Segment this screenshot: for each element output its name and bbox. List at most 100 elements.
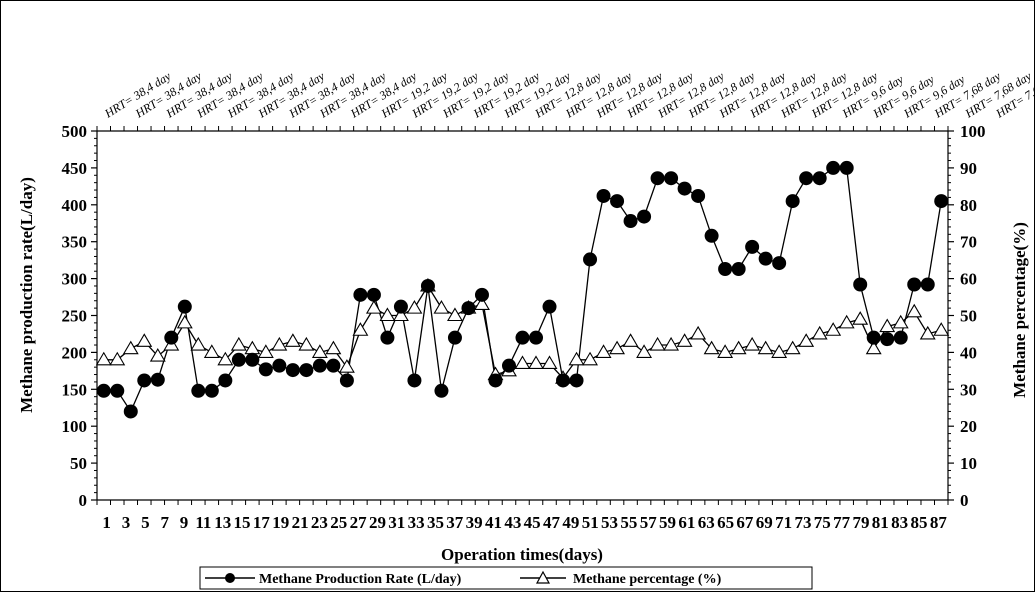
- percentage-point: [379, 307, 396, 322]
- x-tick-label: 47: [543, 513, 561, 532]
- x-tick-label: 55: [620, 513, 637, 532]
- production-point: [231, 352, 246, 367]
- x-tick-label: 65: [717, 513, 734, 532]
- x-tick-label: 43: [504, 513, 521, 532]
- percentage-point: [649, 336, 666, 351]
- production-point: [556, 373, 571, 388]
- percentage-point: [744, 336, 761, 351]
- x-tick-label: 17: [253, 513, 271, 532]
- production-point: [569, 373, 584, 388]
- percentage-point: [825, 322, 842, 336]
- production-point: [650, 171, 665, 186]
- percentage-point: [433, 300, 450, 314]
- percentage-point: [852, 311, 869, 325]
- production-point: [164, 330, 179, 345]
- y2-tick-label: 30: [960, 380, 977, 399]
- production-point: [718, 262, 733, 277]
- x-tick-label: 77: [833, 513, 851, 532]
- x-tick-label: 7: [160, 513, 169, 532]
- percentage-point: [528, 355, 544, 370]
- x-tick-label: 83: [891, 513, 908, 532]
- percentage-point: [392, 307, 409, 322]
- x-tick-label: 1: [102, 513, 111, 532]
- production-point: [812, 171, 827, 186]
- x-tick-label: 5: [141, 513, 150, 532]
- production-point: [204, 383, 219, 398]
- y-tick-label: 100: [62, 417, 88, 436]
- percentage-point: [717, 344, 734, 358]
- x-tick-label: 45: [524, 513, 541, 532]
- percentage-point: [879, 318, 896, 333]
- percentage-point: [176, 314, 193, 329]
- x-tick-label: 63: [698, 513, 715, 532]
- production-point: [596, 188, 611, 203]
- percentage-point: [338, 359, 355, 373]
- production-point: [664, 171, 679, 186]
- percentage-point: [541, 355, 558, 370]
- percentage-point: [771, 344, 788, 358]
- x-tick-label: 13: [214, 513, 231, 532]
- production-point: [272, 358, 287, 373]
- percentage-point: [865, 340, 882, 355]
- percentage-point: [636, 344, 653, 358]
- y2-tick-label: 80: [960, 196, 977, 215]
- x-tick-label: 69: [756, 513, 773, 532]
- production-point: [393, 299, 408, 314]
- percentage-point: [325, 340, 342, 355]
- production-point: [96, 383, 111, 398]
- legend-box: [199, 566, 813, 590]
- production-point: [893, 330, 908, 345]
- production-point: [123, 404, 138, 419]
- production-point: [312, 358, 327, 373]
- percentage-point: [609, 340, 626, 355]
- x-tick-label: 27: [350, 513, 368, 532]
- y-tick-label: 250: [62, 307, 88, 326]
- percentage-point: [757, 340, 774, 355]
- y-tick-label: 150: [62, 380, 88, 399]
- x-tick-label: 31: [388, 513, 405, 532]
- production-point: [542, 299, 557, 314]
- x-tick-label: 3: [122, 513, 131, 532]
- y-tick-label: 0: [79, 491, 88, 510]
- x-tick-label: 11: [195, 513, 211, 532]
- percentage-point: [311, 344, 328, 358]
- percentage-point: [284, 333, 301, 347]
- production-point: [839, 160, 854, 175]
- x-tick-label: 35: [427, 513, 444, 532]
- production-point: [610, 194, 625, 209]
- x-tick-label: 59: [659, 513, 676, 532]
- percentage-point: [447, 307, 463, 322]
- production-point: [772, 256, 787, 271]
- production-point: [488, 373, 503, 388]
- y2-tick-label: 60: [960, 270, 977, 289]
- y-tick-label: 50: [70, 454, 87, 473]
- x-tick-label: 71: [775, 513, 792, 532]
- production-point: [420, 278, 435, 293]
- y2-tick-label: 90: [960, 159, 977, 178]
- percentage-point: [122, 340, 139, 355]
- y-tick-label: 200: [62, 343, 88, 362]
- production-point: [447, 330, 462, 345]
- x-tick-label: 33: [408, 513, 425, 532]
- production-point: [501, 358, 516, 373]
- y2-tick-label: 0: [960, 491, 969, 510]
- x-tick-label: 87: [930, 513, 948, 532]
- percentage-point: [406, 300, 423, 314]
- percentage-point: [690, 325, 707, 340]
- x-tick-label: 81: [872, 513, 889, 532]
- y2-tick-label: 100: [960, 122, 986, 141]
- x-tick-label: 57: [640, 513, 658, 532]
- x-tick-label: 49: [562, 513, 579, 532]
- production-point: [691, 188, 706, 203]
- y-tick-label: 300: [62, 270, 88, 289]
- y-tick-label: 500: [62, 122, 88, 141]
- y-axis-title: Methane production rate(L/day): [17, 177, 36, 413]
- production-point: [461, 301, 476, 316]
- percentage-point: [257, 344, 274, 358]
- production-point: [245, 352, 260, 367]
- y2-tick-label: 50: [960, 307, 977, 326]
- production-point: [353, 287, 368, 302]
- y2-tick-label: 40: [960, 343, 977, 362]
- production-point: [474, 287, 489, 302]
